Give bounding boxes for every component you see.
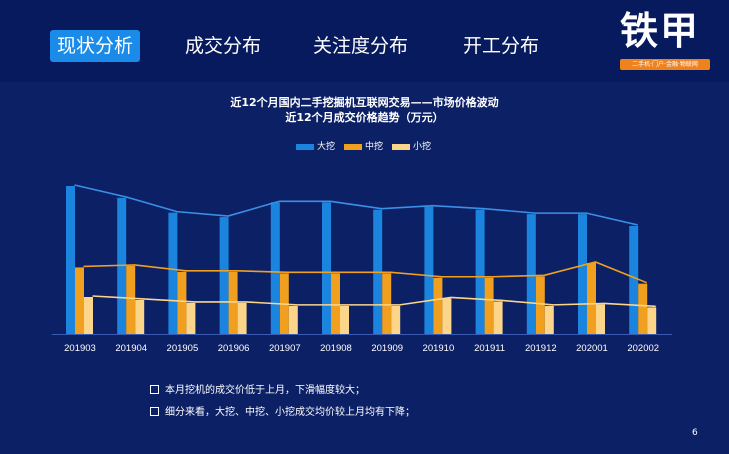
bar-2-201909 [391,305,401,334]
bar-1-201911 [484,277,494,334]
bar-2-202002 [647,307,657,334]
note-2-checkbox-icon [150,407,159,416]
note-2-text: 细分来看，大挖、中挖、小挖成交均价较上月均有下降； [165,407,415,418]
bar-1-201906 [228,271,238,334]
legend-label-medium: 中挖 [365,142,384,152]
bar-1-201904 [126,265,136,334]
bar-0-202002 [629,225,639,334]
x-tick-label-201912: 201912 [525,343,557,354]
bar-1-201910 [433,277,443,334]
x-tick-label-201903: 201903 [64,343,96,354]
legend-swatch-small [392,143,410,150]
bar-0-201903 [66,186,75,334]
legend-label-large: 大挖 [317,142,336,152]
x-tick-label-201908: 201908 [320,343,352,354]
bar-0-202001 [578,214,587,334]
tab-current-analysis[interactable]: 现状分析 [50,30,141,62]
tab-attention-distribution[interactable]: 关注度分布 [313,35,409,57]
bar-1-201908 [331,273,340,334]
x-tick-label-201906: 201906 [218,343,250,354]
bar-1-201909 [382,273,392,334]
trend-line-2 [92,295,656,308]
x-tick-label-201910: 201910 [423,343,455,354]
bar-2-201904 [135,299,145,334]
x-tick-label-202001: 202001 [576,343,608,354]
tab-deal-distribution[interactable]: 成交分布 [185,35,262,57]
trend-line-1 [83,261,648,284]
note-2: 细分来看，大挖、中挖、小挖成交均价较上月均有下降； [150,406,415,420]
bar-0-201907 [270,202,280,334]
bar-1-201903 [75,267,84,334]
brand-logo: 铁甲 [620,9,701,53]
bar-2-201905 [186,302,196,334]
bar-2-201907 [288,305,298,334]
page-number: 6 [692,428,698,438]
bar-2-201912 [544,305,554,334]
trend-line-0 [74,184,638,226]
bar-2-201911 [493,301,503,334]
bar-0-201906 [219,217,229,334]
bar-2-201908 [340,305,349,334]
x-tick-label-201907: 201907 [269,343,301,354]
x-tick-label-201905: 201905 [167,343,199,354]
bar-0-201911 [475,209,485,334]
note-1-checkbox-icon [150,385,159,394]
bar-1-201905 [177,271,187,334]
bar-1-201912 [535,276,545,334]
note-1-text: 本月挖机的成交价低于上月，下滑幅度较大； [165,385,365,396]
bar-2-202001 [596,304,605,334]
bar-2-201906 [237,302,247,334]
legend-label-small: 小挖 [413,142,432,152]
bar-0-201908 [322,202,331,334]
bar-0-201910 [424,206,434,334]
x-tick-label-202002: 202002 [627,343,659,354]
tab-operation-distribution[interactable]: 开工分布 [463,35,540,57]
bar-2-201910 [442,298,452,334]
bar-0-201905 [168,212,178,334]
x-tick-label-201904: 201904 [115,343,147,354]
bar-1-202002 [638,283,648,334]
bar-2-201903 [84,297,93,334]
legend-item-large: 大挖 [296,140,335,154]
brand-tagline: 二手机·门户·金融·物联网 [620,59,710,70]
legend-item-small: 小挖 [392,140,431,154]
x-tick-label-201911: 201911 [474,343,505,354]
legend-item-medium: 中挖 [344,140,383,154]
chart-subtitle: 近12个月成交价格趋势（万元） [285,111,444,124]
legend-swatch-large [296,143,314,150]
note-1: 本月挖机的成交价低于上月，下滑幅度较大； [150,384,365,398]
bar-1-202001 [587,262,596,334]
chart-title: 近12个月国内二手挖掘机互联网交易——市场价格波动 [230,96,499,109]
x-tick-label-201909: 201909 [371,343,403,354]
legend-swatch-medium [344,143,362,150]
bar-0-201912 [526,214,536,334]
